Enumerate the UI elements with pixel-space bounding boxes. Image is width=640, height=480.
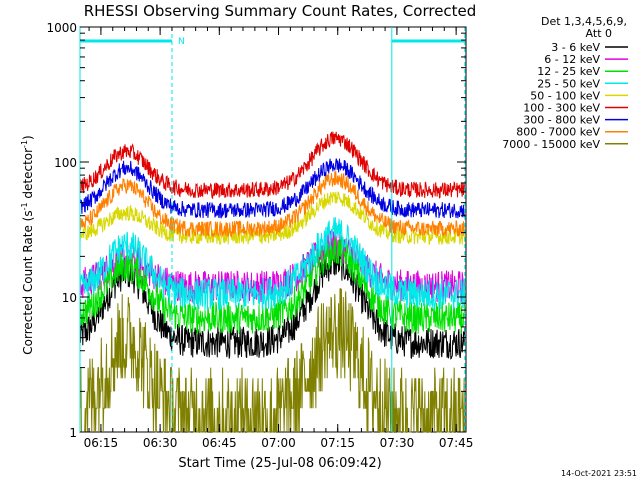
series-line-2 [79, 236, 466, 335]
y-axis-label-suffix: ) [21, 135, 35, 140]
y-axis-label-mid: detector [21, 148, 35, 203]
ticks-layer: 06:15 06:30 06:45 07:00 07:15 07:30 07:45 1 10 10… [46, 21, 473, 450]
chart-title: RHESSI Observing Summary Count Rates, Co… [84, 2, 477, 20]
series-line-3 [79, 217, 466, 311]
legend-header-attenuator: Att 0 [586, 27, 612, 40]
x-tick-label-2: 06:45 [202, 436, 237, 450]
x-axis-label: Start Time (25-Jul-08 06:09:42) [178, 456, 381, 471]
y-axis-label: Corrected Count Rate (s-1 detector-1) [20, 135, 35, 354]
y-tick-label-3: 1000 [46, 21, 77, 35]
legend-label-3: 25 - 50 keV [537, 77, 600, 90]
legend-label-8: 7000 - 15000 keV [502, 138, 600, 151]
series-line-4 [79, 191, 466, 245]
series-line-0 [79, 249, 466, 360]
series-line-8 [79, 288, 466, 433]
legend-label-5: 100 - 300 keV [523, 102, 600, 115]
x-tick-label-0: 06:15 [84, 436, 119, 450]
legend-header-detectors: Det 1,3,4,5,6,9, [541, 15, 627, 28]
series-line-6 [79, 158, 466, 219]
y-axis-label-prefix: Corrected Count Rate (s [21, 210, 35, 354]
y-axis-label-sup1: -1 [20, 202, 29, 210]
y-tick-label-1: 10 [62, 291, 77, 305]
legend-label-4: 50 - 100 keV [530, 89, 600, 102]
night-marker-layer: N [79, 27, 466, 432]
series-layer [79, 131, 466, 433]
x-tick-label-1: 06:30 [143, 436, 178, 450]
series-line-7 [79, 170, 466, 238]
x-tick-label-3: 07:00 [261, 436, 296, 450]
legend-label-1: 6 - 12 keV [544, 53, 600, 66]
y-axis-label-sup2: -1 [20, 140, 29, 148]
legend-label-7: 800 - 7000 keV [516, 126, 600, 139]
night-marker-label: N [178, 37, 185, 47]
timestamp: 14-Oct-2021 23:51 [561, 469, 637, 478]
series-line-5 [79, 131, 466, 200]
y-tick-label-2: 100 [54, 156, 77, 170]
y-tick-label-0: 1 [69, 426, 77, 440]
x-tick-label-6: 07:45 [439, 436, 474, 450]
legend-label-2: 12 - 25 keV [537, 65, 600, 78]
x-tick-label-4: 07:15 [320, 436, 355, 450]
legend-label-0: 3 - 6 keV [551, 41, 600, 54]
x-tick-label-5: 07:30 [380, 436, 415, 450]
legend-label-6: 300 - 800 keV [523, 114, 600, 127]
